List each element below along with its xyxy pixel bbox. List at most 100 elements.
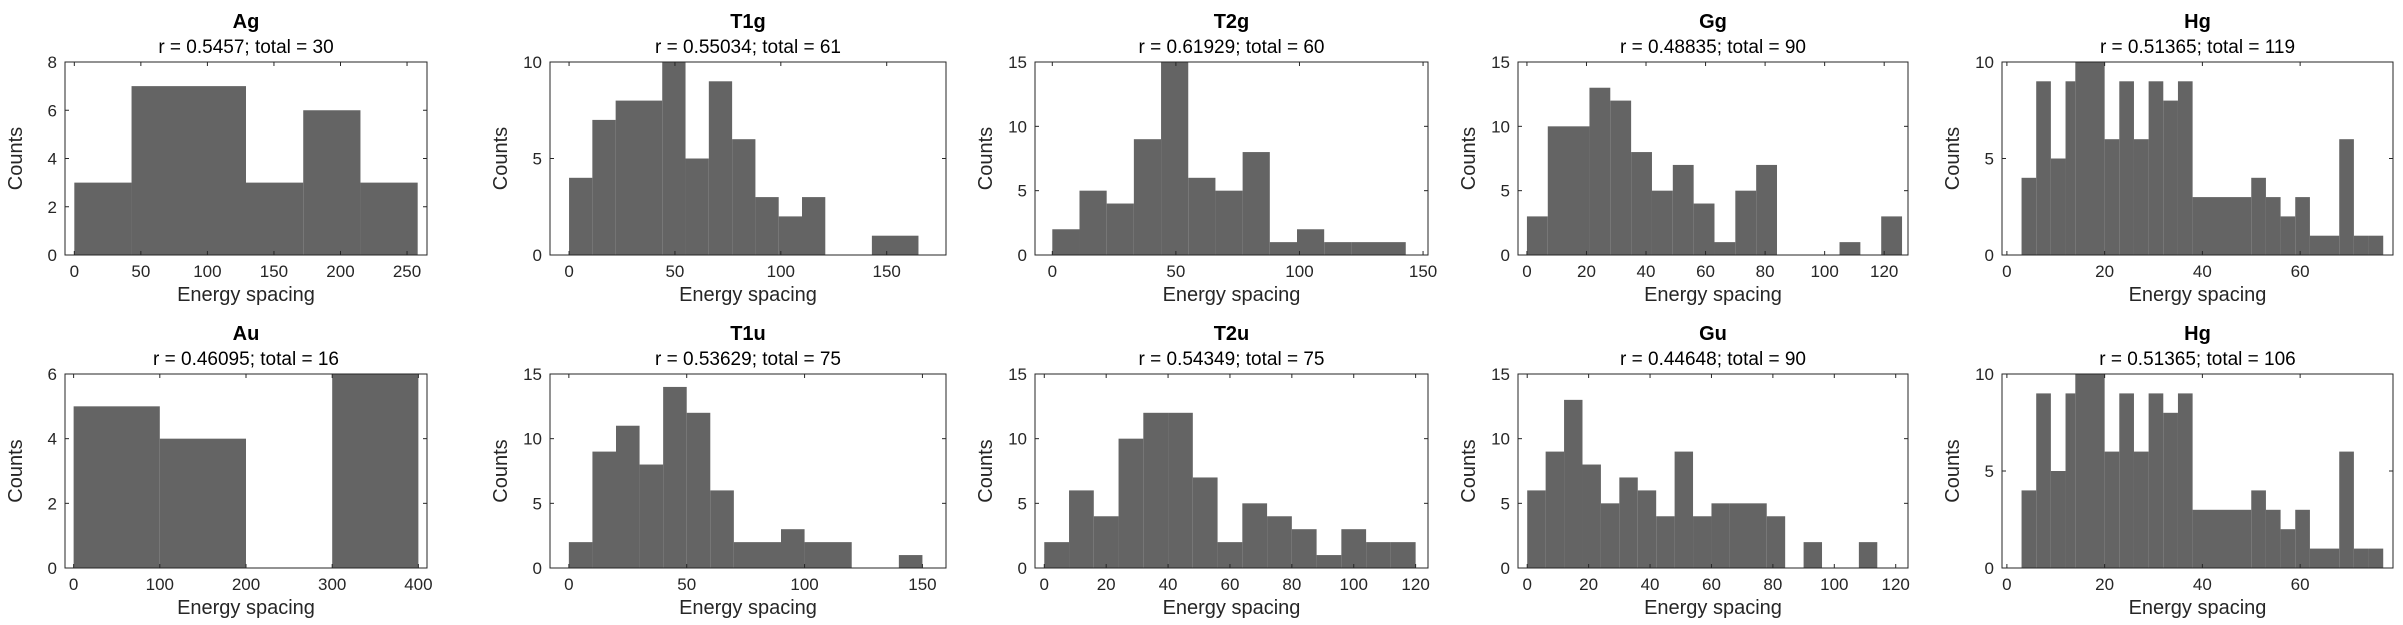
subplot-title: Gg xyxy=(1699,11,1727,33)
x-tick-label: 100 xyxy=(1810,262,1838,281)
histogram-bar xyxy=(2309,235,2340,255)
histogram-bar xyxy=(2065,393,2076,568)
histogram-bar xyxy=(2036,393,2051,568)
histogram-bar xyxy=(1582,464,1601,568)
histogram-bar xyxy=(2163,100,2178,255)
subplot-subtitle: r = 0.44648; total = 90 xyxy=(1620,349,1806,370)
y-tick-label: 10 xyxy=(1008,430,1027,449)
histogram-bar xyxy=(2148,393,2164,568)
histogram-bar xyxy=(1674,451,1694,568)
y-tick-label: 0 xyxy=(533,559,542,578)
x-tick-label: 60 xyxy=(1696,262,1715,281)
subplot-10: Hg r = 0.51365; total = 106 0 20 40 60 0 5 10 Ene… xyxy=(1942,323,2394,619)
x-tick-label: 20 xyxy=(1579,575,1598,594)
histogram-bar xyxy=(1215,190,1243,255)
x-tick-label: 100 xyxy=(1820,575,1848,594)
y-axis-label: Counts xyxy=(5,439,27,502)
histogram-bar xyxy=(1188,177,1216,255)
x-tick-label: 150 xyxy=(1409,262,1437,281)
histogram-bar xyxy=(2177,81,2193,255)
histogram-bar xyxy=(1881,216,1903,255)
y-axis-label: Counts xyxy=(490,439,512,502)
y-axis-label: Counts xyxy=(1458,127,1480,190)
histogram-bar xyxy=(1341,529,1367,568)
x-tick-label: 60 xyxy=(1702,575,1721,594)
histogram-bar xyxy=(708,81,733,255)
y-axis-label: Counts xyxy=(975,439,997,502)
subplot-title: T1g xyxy=(730,11,766,33)
histogram-bar xyxy=(1600,503,1620,568)
y-tick-label: 0 xyxy=(1501,559,1510,578)
histogram-bar xyxy=(1052,229,1080,255)
x-tick-label: 40 xyxy=(1637,262,1656,281)
histogram-bar xyxy=(686,412,711,568)
subplot-title: T1u xyxy=(730,323,766,345)
histogram-bar xyxy=(2339,139,2354,255)
histogram-bar xyxy=(1044,542,1070,568)
y-tick-label: 4 xyxy=(48,430,57,449)
subplot-subtitle: r = 0.46095; total = 16 xyxy=(153,349,339,370)
histogram-bar xyxy=(1656,516,1675,568)
histogram-bar xyxy=(2050,471,2066,568)
histogram-bar xyxy=(592,451,616,568)
axes-box xyxy=(549,373,947,569)
subplot-7: T1u r = 0.53629; total = 75 0 50 100 150 0 5 10 1… xyxy=(490,323,947,619)
subplot-subtitle: r = 0.54349; total = 75 xyxy=(1139,349,1325,370)
x-axis-label: Energy spacing xyxy=(2129,597,2267,619)
x-tick-label: 0 xyxy=(1040,575,1049,594)
histogram-bar xyxy=(871,235,919,255)
histogram-bar xyxy=(1756,164,1778,255)
subplot-6: Au r = 0.46095; total = 16 0 100 200 300 400 0 2… xyxy=(5,323,433,619)
subplot-subtitle: r = 0.55034; total = 61 xyxy=(655,37,841,58)
histogram-bar xyxy=(1545,451,1565,568)
y-tick-label: 10 xyxy=(1975,365,1994,384)
subplot-subtitle: r = 0.5457; total = 30 xyxy=(158,37,333,58)
subplot-subtitle: r = 0.51365; total = 119 xyxy=(2100,37,2295,58)
x-tick-label: 60 xyxy=(1220,575,1239,594)
x-tick-label: 80 xyxy=(1282,575,1301,594)
x-tick-label: 80 xyxy=(1763,575,1782,594)
histogram-bar xyxy=(1735,190,1757,255)
x-tick-label: 100 xyxy=(146,575,174,594)
histogram-bar xyxy=(733,542,781,568)
y-tick-label: 15 xyxy=(1008,365,1027,384)
histogram-bar xyxy=(662,62,686,255)
x-axis-label: Energy spacing xyxy=(1644,597,1782,619)
histogram-bar xyxy=(2265,509,2281,568)
subplot-5: Hg r = 0.51365; total = 119 0 20 40 60 0 5 10 Ene… xyxy=(1942,11,2394,306)
histogram-bar xyxy=(1069,490,1094,568)
axes-box xyxy=(1517,373,1909,569)
histogram-bar xyxy=(2148,81,2164,255)
histogram-bar xyxy=(569,177,593,255)
histogram-bar xyxy=(2104,451,2120,568)
y-axis-label: Counts xyxy=(1942,439,1964,502)
subplot-1: Ag r = 0.5457; total = 30 0 50 100 150 200 250 0… xyxy=(5,11,428,306)
histogram-bar xyxy=(1242,503,1268,568)
x-tick-label: 0 xyxy=(69,575,78,594)
subplot-9: Gur = 0.44648; total = 900 20 40 60 80 100 120… xyxy=(1458,323,1910,619)
subplot-2: T1g r = 0.55034; total = 61 0 50 100 150 0 5 10 E… xyxy=(490,11,947,306)
x-tick-label: 0 xyxy=(1048,262,1057,281)
histogram-bar xyxy=(2021,490,2037,568)
y-axis-label: Counts xyxy=(1458,439,1480,502)
x-axis-label: Energy spacing xyxy=(679,284,817,306)
histogram-bar xyxy=(1637,490,1657,568)
histogram-bar xyxy=(2065,81,2076,255)
histogram-bar xyxy=(360,182,418,255)
histogram-bar xyxy=(898,555,923,568)
y-axis-label: Counts xyxy=(5,127,27,190)
histogram-bar xyxy=(1316,555,1342,568)
histogram-bar xyxy=(303,110,361,255)
histogram-bar xyxy=(2192,509,2252,568)
histogram-bar xyxy=(2021,177,2037,255)
histogram-bar xyxy=(2368,235,2384,255)
y-tick-label: 10 xyxy=(1491,117,1510,136)
x-tick-label: 100 xyxy=(1285,262,1313,281)
x-axis-label: Energy spacing xyxy=(2129,284,2267,306)
histogram-bar xyxy=(1766,516,1786,568)
histogram-bar xyxy=(2177,393,2193,568)
x-tick-label: 20 xyxy=(2095,575,2114,594)
x-tick-label: 200 xyxy=(326,262,354,281)
y-tick-label: 2 xyxy=(48,198,57,217)
histogram-bar xyxy=(1651,190,1673,255)
